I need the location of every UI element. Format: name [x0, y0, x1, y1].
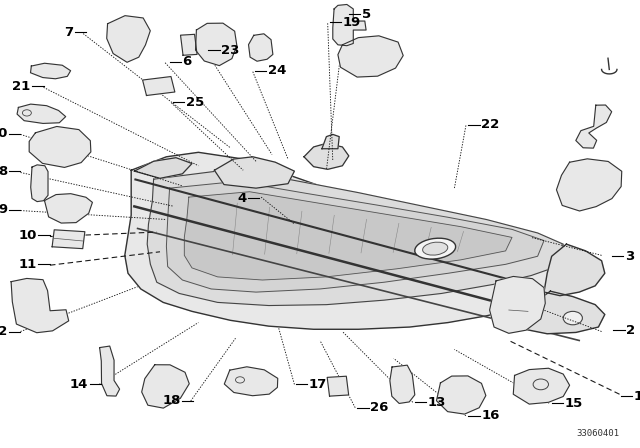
Polygon shape: [17, 104, 66, 124]
Polygon shape: [322, 134, 339, 149]
Text: 25: 25: [186, 95, 204, 109]
Text: 2: 2: [626, 323, 635, 337]
Text: 33060401: 33060401: [577, 429, 620, 438]
Polygon shape: [524, 291, 605, 334]
Polygon shape: [134, 158, 192, 178]
Text: 3: 3: [625, 250, 634, 263]
Text: 20: 20: [0, 127, 8, 140]
Text: 12: 12: [0, 325, 8, 338]
Text: 6: 6: [182, 55, 191, 69]
Text: 13: 13: [428, 396, 446, 409]
Polygon shape: [195, 23, 237, 65]
Text: 1: 1: [634, 390, 640, 403]
Text: 24: 24: [268, 64, 286, 78]
Polygon shape: [100, 346, 120, 396]
Polygon shape: [125, 152, 589, 329]
Polygon shape: [184, 192, 512, 280]
Polygon shape: [214, 157, 294, 188]
Polygon shape: [52, 230, 85, 249]
Polygon shape: [166, 181, 544, 292]
Polygon shape: [224, 367, 278, 396]
Text: 8: 8: [0, 164, 8, 178]
Text: 10: 10: [19, 228, 37, 242]
Polygon shape: [141, 365, 189, 408]
Text: 14: 14: [70, 378, 88, 391]
Polygon shape: [304, 143, 349, 169]
Polygon shape: [11, 279, 68, 333]
Text: 15: 15: [564, 396, 583, 410]
Polygon shape: [327, 376, 349, 396]
Polygon shape: [436, 376, 486, 414]
Polygon shape: [556, 159, 621, 211]
Polygon shape: [248, 34, 273, 61]
Text: 7: 7: [65, 26, 74, 39]
Text: 16: 16: [481, 409, 500, 422]
Polygon shape: [29, 126, 91, 168]
Polygon shape: [107, 16, 150, 62]
Polygon shape: [338, 36, 403, 77]
Polygon shape: [490, 276, 545, 333]
Text: 23: 23: [221, 43, 239, 57]
Polygon shape: [180, 34, 197, 55]
Polygon shape: [544, 244, 605, 296]
Polygon shape: [31, 63, 70, 79]
Polygon shape: [576, 105, 612, 148]
Polygon shape: [147, 170, 563, 306]
Polygon shape: [45, 194, 92, 223]
Text: 19: 19: [342, 16, 361, 29]
Polygon shape: [143, 77, 175, 95]
Polygon shape: [390, 365, 415, 404]
Polygon shape: [513, 368, 570, 404]
Text: 11: 11: [19, 258, 37, 271]
Text: 26: 26: [370, 401, 388, 414]
Circle shape: [563, 311, 582, 325]
Text: 21: 21: [12, 79, 31, 93]
Text: 4: 4: [237, 191, 246, 205]
Polygon shape: [31, 165, 48, 202]
Text: 5: 5: [362, 8, 371, 21]
Ellipse shape: [422, 242, 448, 255]
Ellipse shape: [415, 238, 456, 259]
Text: 9: 9: [0, 203, 8, 216]
Text: 17: 17: [308, 378, 327, 391]
Text: 22: 22: [481, 118, 500, 131]
Polygon shape: [333, 4, 366, 46]
Text: 18: 18: [162, 394, 180, 408]
